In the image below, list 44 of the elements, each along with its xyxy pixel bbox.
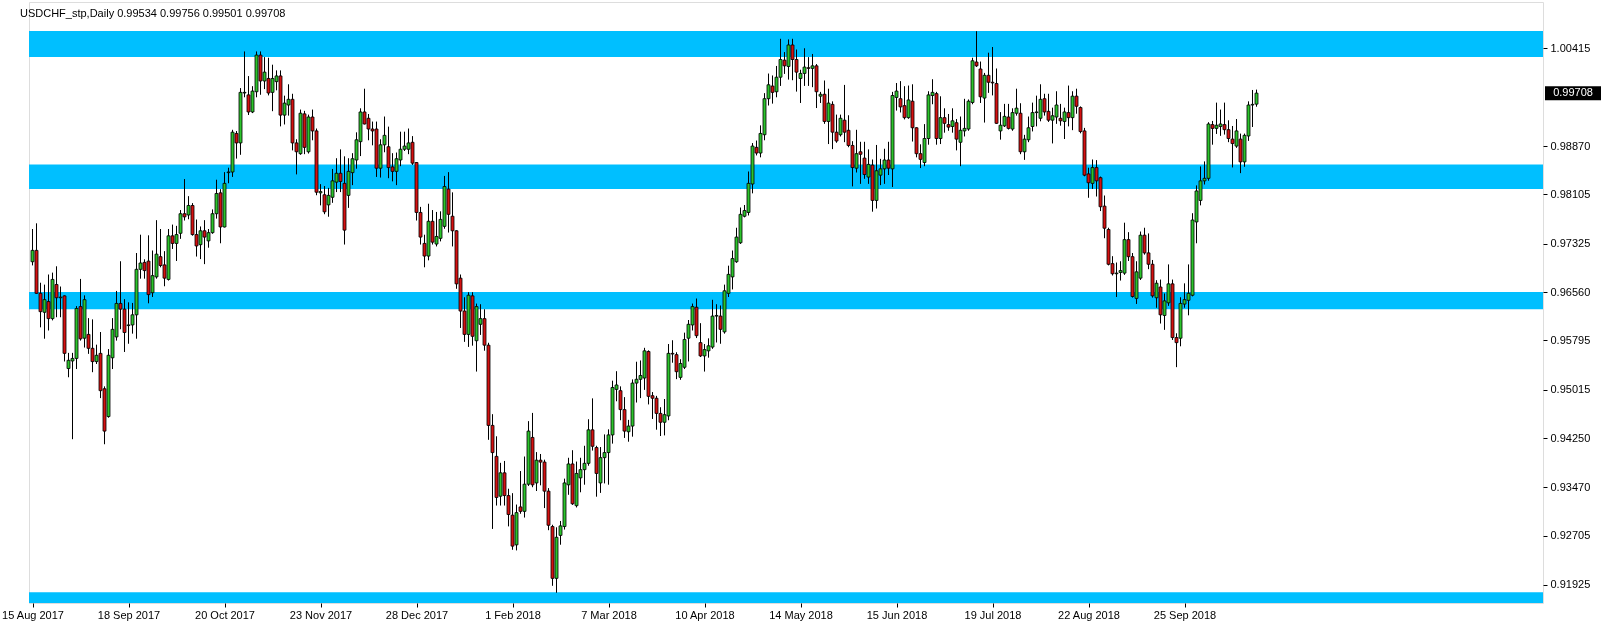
candlestick (810, 53, 815, 88)
x-tick-label: 15 Jun 2018 (866, 608, 928, 621)
y-tick-label: 0.94250 (1550, 431, 1591, 444)
x-tick-label: 19 Jul 2018 (964, 608, 1022, 621)
y-tick-label: 0.98870 (1550, 139, 1591, 152)
candlestick (366, 113, 371, 141)
text: 0.99708 (1553, 86, 1593, 99)
x-tick-label: 22 Aug 2018 (1058, 608, 1120, 621)
y-tick-label: 0.91925 (1550, 578, 1591, 591)
candlestick (322, 186, 327, 215)
candlestick (1006, 103, 1011, 130)
chart-title: USDCHF_stp,Daily 0.99534 0.99756 0.99501 0.99708 (20, 7, 286, 19)
y-tick-label: 1.00415 (1550, 41, 1591, 54)
y-tick-label: 0.95795 (1550, 333, 1591, 346)
candlestick (1114, 262, 1119, 297)
candlestick (270, 64, 275, 112)
x-tick-label: 20 Oct 2017 (195, 608, 255, 621)
y-tick-label: 0.93470 (1550, 480, 1591, 493)
x-tick-label: 14 May 2018 (769, 608, 833, 621)
candlestick (90, 319, 95, 373)
candlestick (1214, 102, 1219, 134)
candlestick (882, 148, 887, 184)
y-tick-label: 0.97325 (1550, 237, 1591, 250)
candlestick (826, 88, 831, 145)
x-tick-label: 23 Nov 2017 (289, 608, 353, 621)
x-tick-label: 25 Sep 2018 (1153, 608, 1217, 621)
x-tick-label: 28 Dec 2017 (385, 608, 449, 621)
y-tick-label: 0.98105 (1550, 187, 1591, 200)
candlestick (126, 302, 131, 344)
candlestick (434, 211, 439, 247)
candlestick (1066, 85, 1071, 127)
candlestick (54, 266, 59, 318)
candlestick (938, 96, 943, 145)
candlestick (786, 39, 791, 80)
candlestick (806, 57, 811, 86)
x-tick-label: 7 Mar 2018 (581, 608, 637, 621)
y-tick-label: 0.92705 (1550, 529, 1591, 542)
candlestick (842, 84, 847, 143)
x-tick-label: 10 Apr 2018 (675, 608, 735, 621)
x-tick-label: 15 Aug 2017 (2, 608, 64, 621)
x-tick-label: 18 Sep 2017 (97, 608, 161, 621)
y-tick-label: 0.96560 (1550, 285, 1591, 298)
x-tick-label: 1 Feb 2018 (485, 608, 541, 621)
y-tick-label: 0.95015 (1550, 383, 1591, 396)
